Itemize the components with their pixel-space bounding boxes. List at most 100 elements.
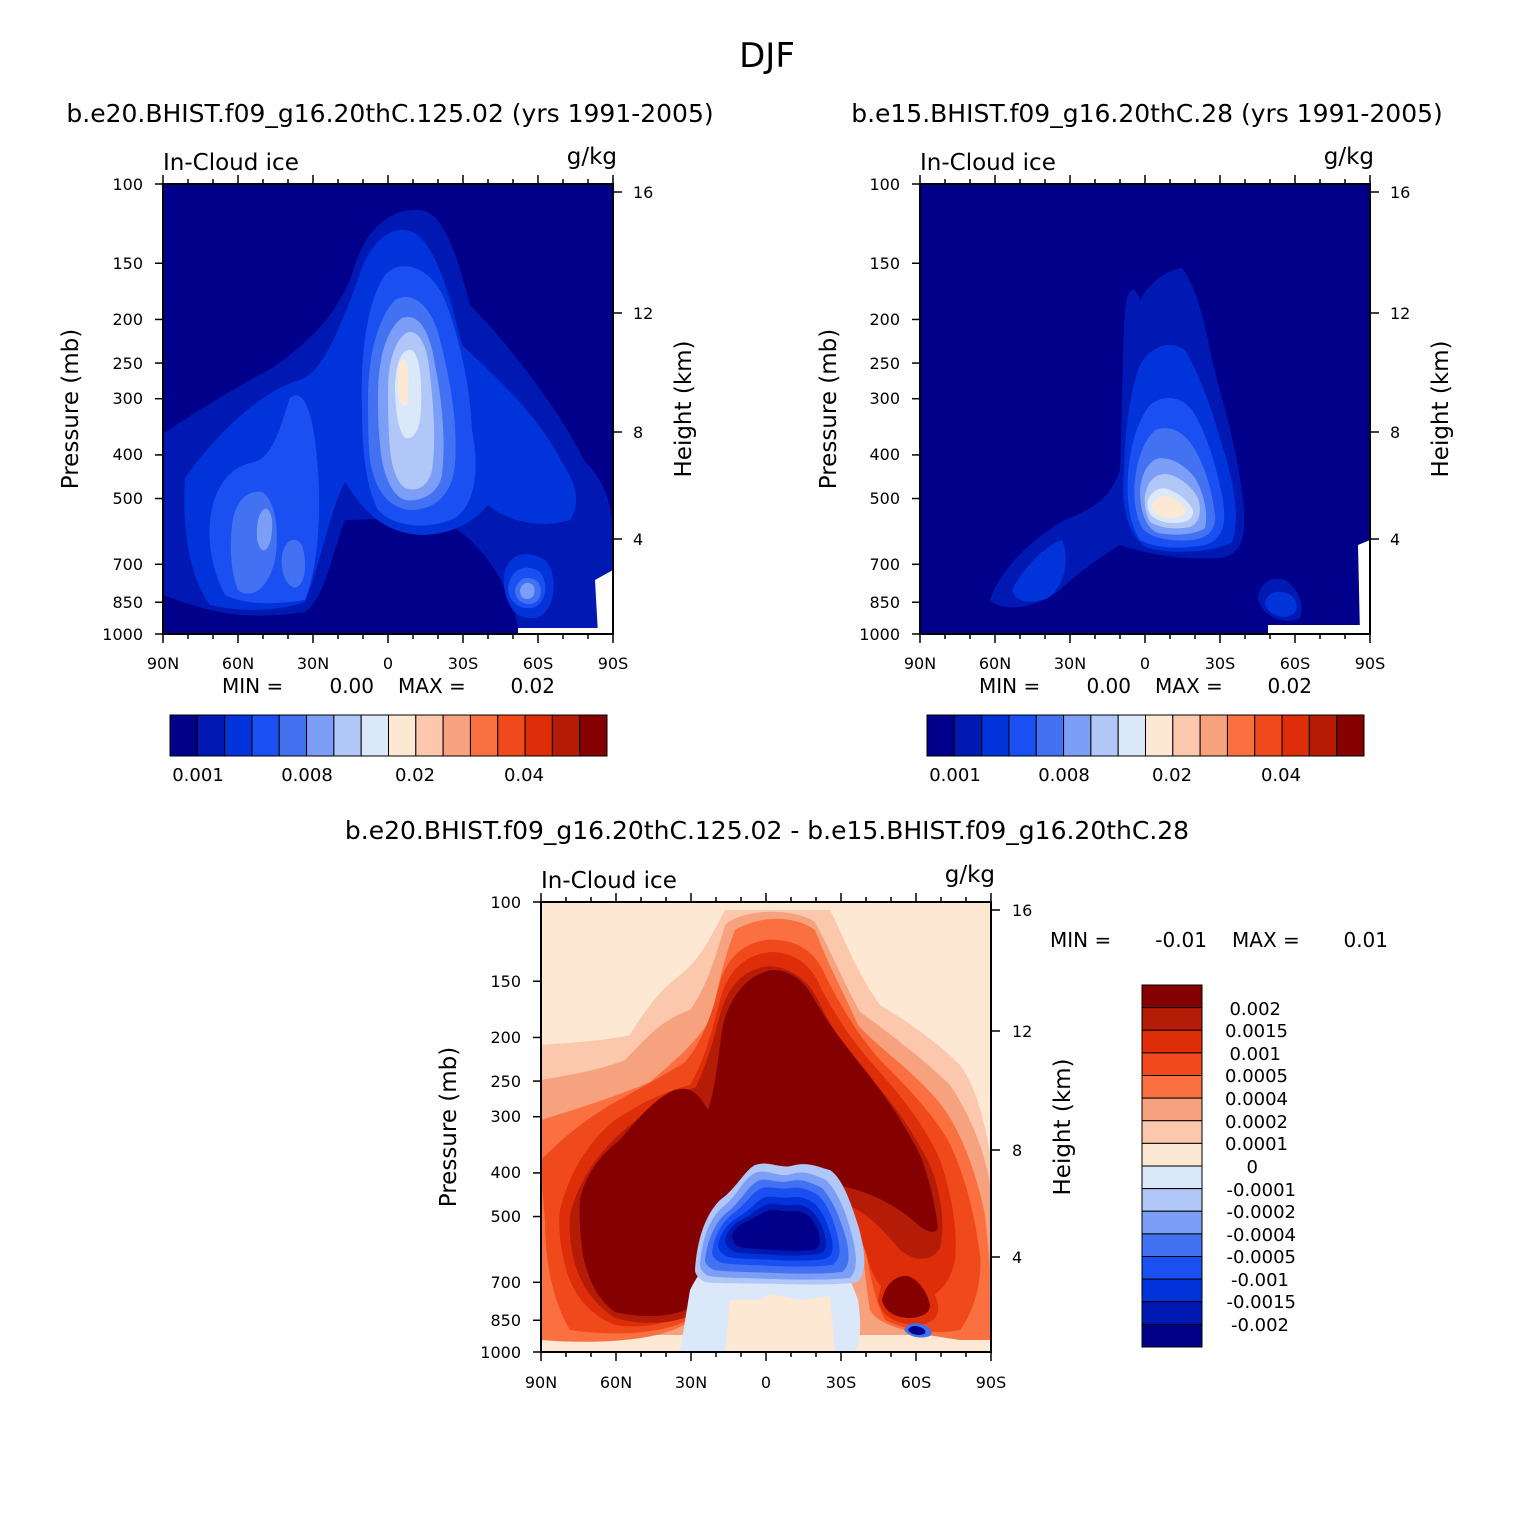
- panel-2-max-value: 0.02: [1267, 674, 1312, 698]
- panel-2-ytick-5: 400: [869, 445, 900, 464]
- panel-1-ytick-4: 300: [112, 389, 143, 408]
- panel-1-ytick-0: 100: [112, 175, 143, 194]
- colorbar-swatch-2-1: [1141, 1007, 1203, 1031]
- panel-1-ytick-3: 250: [112, 354, 143, 373]
- panel-3-cbar-label-11: -0.0005: [1227, 1247, 1296, 1268]
- panel-1-cbar-label-3: 0.04: [504, 765, 544, 786]
- panel-3-axes: 100 150 200 250 300 400 500 700 850 1000…: [436, 893, 1076, 1392]
- panel-3-xtick-0: 90N: [525, 1373, 557, 1392]
- panel-3-tickmarks: [533, 893, 1000, 1361]
- panel-2-max-label: MAX =: [1155, 674, 1223, 698]
- panel-1-xtick-3: 0: [383, 654, 393, 673]
- panel-2-xtick-1: 60N: [979, 654, 1011, 673]
- panel-1-tickmarks: [155, 175, 622, 643]
- panel-1-cbar-label-1: 0.008: [281, 765, 333, 786]
- colorbar-swatch-1-15: [1336, 714, 1365, 757]
- panel-1-xtick-4: 30S: [448, 654, 479, 673]
- panel-2-ytick-4: 300: [869, 389, 900, 408]
- panel-3-cbar-label-0: 0.002: [1229, 999, 1281, 1020]
- panel-1-max-label: MAX =: [398, 674, 466, 698]
- colorbar-swatch-2-9: [1141, 1188, 1203, 1212]
- panel-3-ytick-5: 400: [490, 1163, 521, 1182]
- panel-3-ylabel: Pressure (mb): [436, 1047, 462, 1207]
- colorbar-swatch-2-12: [1141, 1256, 1203, 1280]
- panel-3-ytick-3: 250: [490, 1072, 521, 1091]
- panel-1-minmax: MIN = 0.00 MAX = 0.02: [222, 674, 555, 698]
- panel-1-ytick-9: 1000: [102, 625, 143, 644]
- colorbar-swatch-0-0: [169, 714, 198, 757]
- panel-1-title: b.e20.BHIST.f09_g16.20thC.125.02 (yrs 19…: [66, 99, 713, 128]
- panel-2-xtick-4: 30S: [1205, 654, 1236, 673]
- colorbar-swatch-0-3: [251, 714, 280, 757]
- panel-3-ytick-7: 700: [490, 1273, 521, 1292]
- panel-2-xtick-0: 90N: [904, 654, 936, 673]
- panel-2-colorbar: 0.001 0.008 0.02 0.04: [926, 714, 1365, 786]
- panel-2-tickmarks: [912, 175, 1379, 643]
- panel-1-ytick-1: 150: [112, 254, 143, 273]
- panel-1-plot-area: [163, 184, 613, 634]
- panel-1-y2tick-1: 12: [633, 304, 653, 323]
- panel-3-min-value: -0.01: [1155, 928, 1207, 952]
- colorbar-swatch-2-0: [1141, 984, 1203, 1009]
- panel-3-y2tick-3: 4: [1012, 1248, 1022, 1267]
- panel-1-xtick-5: 60S: [523, 654, 554, 673]
- colorbar-swatch-0-8: [388, 714, 417, 757]
- panel-1-ylabel: Pressure (mb): [58, 329, 84, 489]
- colorbar-swatch-1-12: [1254, 714, 1283, 757]
- colorbar-swatch-1-14: [1308, 714, 1338, 757]
- colorbar-swatch-1-7: [1117, 714, 1146, 757]
- panel-2: b.e15.BHIST.f09_g16.20thC.28 (yrs 1991-2…: [816, 99, 1454, 786]
- colorbar-swatch-0-1: [196, 714, 226, 757]
- colorbar-swatch-0-12: [497, 714, 526, 757]
- colorbar-swatch-2-14: [1141, 1301, 1203, 1325]
- panel-3-cbar-label-13: -0.0015: [1227, 1292, 1296, 1313]
- panel-3-plot-area: [541, 902, 991, 1352]
- panel-1-max-value: 0.02: [510, 674, 555, 698]
- panel-2-y2tick-0: 16: [1390, 183, 1410, 202]
- colorbar-swatch-1-2: [981, 714, 1010, 757]
- colorbar-swatch-2-5: [1141, 1097, 1203, 1122]
- panel-3-ytick-9: 1000: [480, 1343, 521, 1362]
- panel-3-cbar-label-6: 0.0001: [1225, 1134, 1288, 1155]
- panel-3-variable-label: In-Cloud ice: [541, 868, 677, 894]
- panel-2-ytick-6: 500: [869, 489, 900, 508]
- panel-1-axes: 100 150 200 250 300 400 500 700 850 1000…: [58, 175, 697, 673]
- panel-2-ytick-9: 1000: [859, 625, 900, 644]
- panel-1-ytick-2: 200: [112, 310, 143, 329]
- panel-1: b.e20.BHIST.f09_g16.20thC.125.02 (yrs 19…: [58, 99, 714, 786]
- panel-3-colorbar: 0.002 0.0015 0.001 0.0005 0.0004 0.0002 …: [1141, 984, 1296, 1348]
- panel-2-ylabel: Pressure (mb): [816, 329, 842, 489]
- panel-3-cbar-label-2: 0.001: [1229, 1044, 1281, 1065]
- colorbar-swatch-1-4: [1035, 714, 1065, 757]
- colorbar-swatch-0-11: [469, 714, 499, 757]
- panel-1-xtick-2: 30N: [297, 654, 329, 673]
- panel-1-ytick-5: 400: [112, 445, 143, 464]
- panel-2-min-value: 0.00: [1086, 674, 1131, 698]
- panel-3-cbar-label-8: -0.0001: [1227, 1180, 1296, 1201]
- panel-1-cbar-label-0: 0.001: [172, 765, 224, 786]
- panel-3-ytick-0: 100: [490, 893, 521, 912]
- panel-3-cbar-label-7: 0: [1247, 1157, 1258, 1178]
- panel-1-xtick-0: 90N: [147, 654, 179, 673]
- panel-3-units-label: g/kg: [945, 862, 995, 888]
- colorbar-swatch-0-2: [224, 714, 253, 757]
- panel-2-xtick-5: 60S: [1280, 654, 1311, 673]
- panel-3-xtick-2: 30N: [675, 1373, 707, 1392]
- colorbar-swatch-0-14: [551, 714, 581, 757]
- panel-3-xtick-3: 0: [761, 1373, 771, 1392]
- panel-3-cbar-label-5: 0.0002: [1225, 1112, 1288, 1133]
- panel-1-units-label: g/kg: [567, 144, 617, 170]
- panel-2-plot-area: [920, 184, 1370, 634]
- panel-1-ytick-8: 850: [112, 593, 143, 612]
- panel-2-ytick-3: 250: [869, 354, 900, 373]
- panel-2-cbar-label-1: 0.008: [1038, 765, 1090, 786]
- panel-2-xtick-2: 30N: [1054, 654, 1086, 673]
- panel-3-cbar-label-12: -0.001: [1231, 1270, 1289, 1291]
- panel-1-colorbar: 0.001 0.008 0.02 0.04: [169, 714, 608, 786]
- colorbar-swatch-1-5: [1063, 714, 1092, 757]
- panel-3-cbar-label-3: 0.0005: [1225, 1066, 1288, 1087]
- colorbar-swatch-0-9: [415, 714, 444, 757]
- panel-3-xtick-5: 60S: [901, 1373, 932, 1392]
- colorbar-swatch-0-6: [333, 714, 362, 757]
